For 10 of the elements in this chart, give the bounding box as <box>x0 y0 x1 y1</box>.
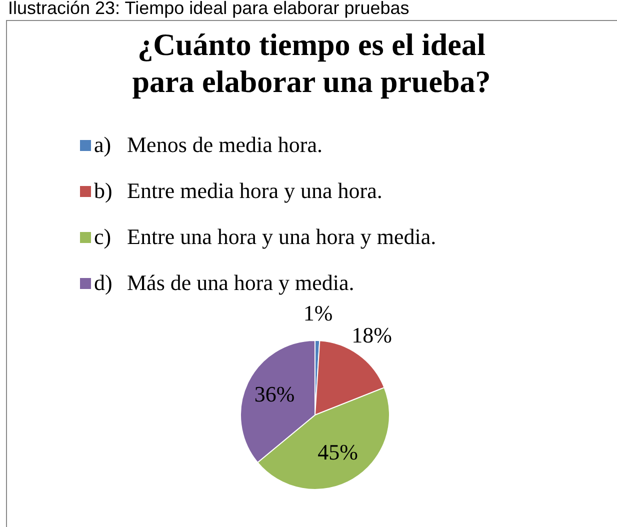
data-label: 36% <box>254 382 295 407</box>
data-label: 45% <box>318 439 358 464</box>
legend-label: d) Más de una hora y media. <box>94 270 354 296</box>
data-label: 18% <box>352 322 392 348</box>
legend-label: a) Menos de media hora. <box>94 132 322 158</box>
data-label: 1% <box>303 300 333 326</box>
legend-label: b) Entre media hora y una hora. <box>94 178 382 204</box>
legend-label: c) Entre una hora y una hora y media. <box>94 224 436 250</box>
chart-title: ¿Cuánto tiempo es el ideal para elaborar una prueba? <box>131 26 492 100</box>
text: Ilustración 23: Tiempo ideal para elaborar pruebas <box>8 0 410 19</box>
